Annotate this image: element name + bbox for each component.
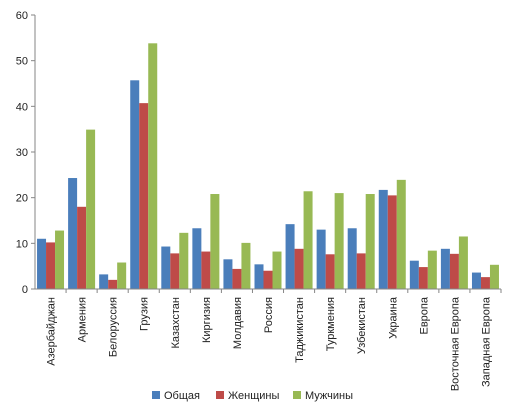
- legend-swatch: [293, 391, 301, 399]
- bar-total: [378, 189, 388, 289]
- y-tick-label: 50: [16, 56, 28, 68]
- x-tick-label: Казахстан: [170, 297, 182, 349]
- bar-total: [285, 224, 295, 289]
- bar-men: [272, 251, 282, 289]
- x-tick-label: Восточная Европа: [449, 296, 461, 391]
- bar-women: [263, 270, 273, 289]
- bar-total: [223, 259, 233, 289]
- bar-men: [396, 179, 406, 289]
- legend-label: Женщины: [228, 390, 279, 402]
- x-tick-label: Армения: [77, 297, 89, 342]
- bar-women: [356, 253, 366, 289]
- x-tick-label: Азербайджан: [46, 297, 58, 366]
- bar-total: [68, 178, 78, 289]
- bar-women: [232, 268, 242, 289]
- x-tick-label: Белоруссия: [108, 297, 120, 357]
- bar-total: [347, 228, 357, 289]
- legend-swatch: [216, 391, 224, 399]
- bar-women: [325, 254, 335, 289]
- bar-men: [179, 232, 189, 289]
- x-tick-label: Таджикистан: [294, 297, 306, 363]
- x-tick-label: Западная Европа: [480, 296, 492, 387]
- bar-women: [294, 248, 304, 289]
- y-tick-label: 10: [16, 238, 28, 250]
- bar-men: [117, 262, 127, 289]
- x-tick-label: Киргизия: [201, 297, 213, 343]
- y-tick-label: 30: [16, 147, 28, 159]
- bar-total: [440, 248, 450, 289]
- bar-women: [201, 251, 211, 289]
- bars: [37, 43, 499, 290]
- bar-men: [55, 230, 65, 289]
- bar-total: [409, 260, 419, 289]
- bar-men: [241, 242, 251, 289]
- bar-women: [170, 253, 180, 289]
- x-axis: Азербайджан Армения Белоруссия Грузия Казахс…: [35, 288, 502, 391]
- x-tick-label: Грузия: [139, 297, 151, 331]
- x-tick-label: Узбекистан: [356, 297, 368, 354]
- y-tick-label: 20: [16, 193, 28, 205]
- bar-men: [86, 129, 96, 289]
- bar-total: [130, 80, 140, 289]
- y-tick-label: 60: [16, 10, 28, 22]
- x-tick-label: Европа: [418, 296, 430, 334]
- bar-women: [449, 253, 459, 289]
- bar-men: [148, 43, 158, 290]
- x-tick-label: Молдавия: [232, 297, 244, 349]
- bar-women: [480, 277, 490, 289]
- bar-women: [139, 103, 149, 290]
- bar-total: [254, 264, 264, 289]
- bar-total: [192, 228, 202, 289]
- bar-women: [77, 206, 87, 289]
- bar-men: [427, 250, 437, 289]
- bar-women: [108, 279, 118, 289]
- bar-total: [99, 274, 109, 289]
- legend: Общая Женщины Мужчины: [152, 390, 353, 402]
- legend-label: Мужчины: [305, 390, 353, 402]
- bar-men: [303, 191, 313, 289]
- x-tick-label: Туркмения: [325, 297, 337, 351]
- bar-total: [37, 238, 47, 289]
- legend-swatch: [152, 391, 160, 399]
- bar-men: [210, 194, 220, 289]
- x-tick-label: Россия: [263, 297, 275, 333]
- bar-men: [365, 194, 375, 289]
- bar-total: [316, 229, 326, 289]
- bar-total: [471, 272, 481, 289]
- x-tick-label: Украина: [387, 296, 399, 339]
- bar-women: [387, 195, 397, 289]
- bar-women: [418, 267, 428, 289]
- y-axis: 0 10 20 30 40 50 60: [16, 10, 36, 296]
- bar-men: [489, 264, 499, 289]
- bar-women: [46, 242, 56, 289]
- bar-total: [161, 246, 171, 289]
- y-tick-label: 0: [22, 284, 28, 296]
- y-tick-label: 40: [16, 101, 28, 113]
- legend-label: Общая: [164, 390, 200, 402]
- bar-men: [458, 236, 468, 289]
- bar-men: [334, 193, 344, 289]
